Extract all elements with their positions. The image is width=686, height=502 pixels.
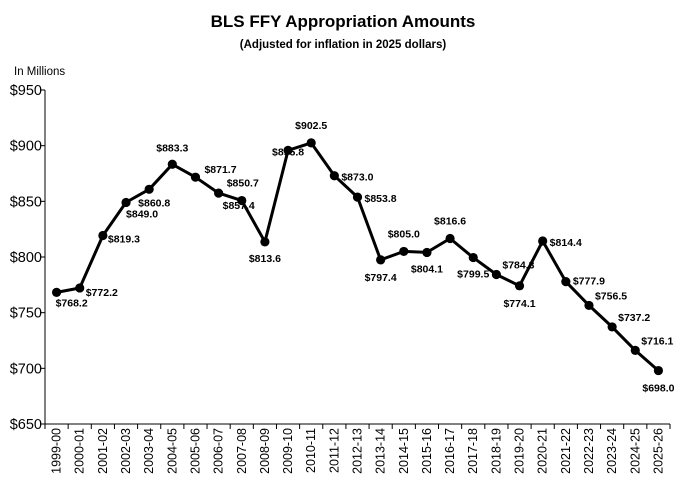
x-tick-label: 2012-13 <box>351 428 365 474</box>
data-point <box>237 195 247 206</box>
y-tick-label: $850 <box>10 194 42 210</box>
x-tick-label: 2015-16 <box>420 428 434 474</box>
data-label: $768.2 <box>56 297 88 309</box>
x-tick-label: 2002-03 <box>119 428 133 474</box>
x-tick-label: 2011-12 <box>327 428 341 473</box>
data-point <box>329 171 339 181</box>
data-label: $804.1 <box>411 263 443 275</box>
data-point <box>190 172 201 182</box>
x-tick-label: 2022-23 <box>582 428 596 474</box>
x-tick-label: 2010-11 <box>304 428 318 473</box>
data-label: $805.0 <box>388 228 420 240</box>
data-label: $819.3 <box>108 234 140 246</box>
data-point <box>260 237 270 247</box>
data-label: $853.8 <box>365 193 397 205</box>
x-tick-label: 2018-19 <box>489 428 503 474</box>
data-point <box>422 247 432 258</box>
data-label: $813.6 <box>249 253 281 265</box>
data-point <box>584 300 594 311</box>
data-point <box>306 138 316 148</box>
axes <box>44 90 670 425</box>
data-label: $871.7 <box>204 164 236 176</box>
x-tick-label: 2000-01 <box>73 428 87 474</box>
x-tick-label: 2001-02 <box>96 428 110 474</box>
x-tick-label: 2007-08 <box>235 428 249 474</box>
data-point <box>491 269 501 280</box>
y-tick-label: $900 <box>10 139 42 155</box>
data-point <box>376 255 386 265</box>
data-point <box>352 192 363 202</box>
data-label: $799.5 <box>457 269 489 281</box>
data-label: $737.2 <box>618 312 650 324</box>
x-tick-label: 2024-25 <box>628 428 642 474</box>
data-point <box>75 283 85 293</box>
data-point <box>144 184 154 194</box>
data-point <box>607 322 617 332</box>
x-axis-ticks: 1999-00 2000-01 2001-02 2002-03 2003-04 2004-… <box>44 424 671 474</box>
x-tick-label: 2025-26 <box>651 428 665 474</box>
data-label: $814.4 <box>550 237 582 249</box>
y-tick-label: $800 <box>10 250 42 266</box>
y-tick-label: $650 <box>10 417 42 433</box>
x-tick-label: 2006-07 <box>212 428 226 474</box>
data-point <box>468 252 478 263</box>
data-point <box>214 188 224 198</box>
y-axis-ticks: $650 $700 $750 $800 $850 $900 $950 <box>10 83 45 433</box>
data-label: $873.0 <box>341 172 373 184</box>
data-point <box>630 345 640 356</box>
x-tick-label: 2016-17 <box>443 428 457 474</box>
data-point <box>653 365 664 376</box>
x-tick-label: 2003-04 <box>142 428 156 474</box>
data-point <box>98 230 108 241</box>
series-group <box>51 138 664 376</box>
x-tick-label: 2017-18 <box>466 428 480 474</box>
data-label: $857.4 <box>223 200 255 212</box>
data-label: $797.4 <box>365 272 397 284</box>
y-tick-label: $700 <box>10 361 42 377</box>
data-point <box>121 197 131 208</box>
x-tick-label: 2008-09 <box>258 428 272 474</box>
data-label: $883.3 <box>156 142 188 154</box>
data-label: $895.8 <box>272 146 304 158</box>
data-label: $816.6 <box>434 216 466 228</box>
data-label: $698.0 <box>642 383 674 395</box>
x-tick-label: 2023-24 <box>605 428 619 474</box>
data-label: $772.2 <box>86 287 118 299</box>
data-label: $849.0 <box>126 208 158 220</box>
x-tick-label: 2014-15 <box>397 428 411 474</box>
x-tick-label: 2004-05 <box>165 428 179 474</box>
data-label: $774.1 <box>503 298 535 310</box>
x-tick-label: 2005-06 <box>188 428 202 474</box>
x-tick-label: 2009-10 <box>281 428 295 474</box>
x-tick-label: 2019-20 <box>513 428 527 474</box>
data-label: $784.3 <box>502 259 534 271</box>
y-tick-label: $750 <box>10 306 42 322</box>
data-label: $850.7 <box>227 178 259 190</box>
data-labels: $768.2$772.2 $819.3 $849.0$860.8 $883.3 $871… <box>56 120 675 395</box>
x-tick-label: 1999-00 <box>50 428 64 474</box>
data-point <box>445 233 455 244</box>
data-point <box>561 277 571 287</box>
data-label: $860.8 <box>138 197 170 209</box>
data-label: $777.9 <box>573 276 605 288</box>
x-tick-label: 2021-22 <box>559 428 573 474</box>
data-label: $756.5 <box>595 290 627 302</box>
data-point <box>51 287 62 298</box>
y-axis-unit-label: In Millions <box>14 66 65 78</box>
data-label: $902.5 <box>295 120 327 132</box>
data-point <box>167 159 177 169</box>
y-tick-label: $950 <box>10 83 42 99</box>
chart-title: BLS FFY Appropriation Amounts <box>211 12 476 31</box>
x-tick-label: 2013-14 <box>374 428 388 474</box>
data-point <box>399 246 409 257</box>
data-point <box>538 236 548 246</box>
x-tick-label: 2020-21 <box>536 428 550 474</box>
data-label: $716.1 <box>641 335 673 347</box>
chart-subtitle: (Adjusted for inflation in 2025 dollars) <box>240 39 447 51</box>
data-point <box>283 145 293 155</box>
data-point <box>514 281 525 291</box>
